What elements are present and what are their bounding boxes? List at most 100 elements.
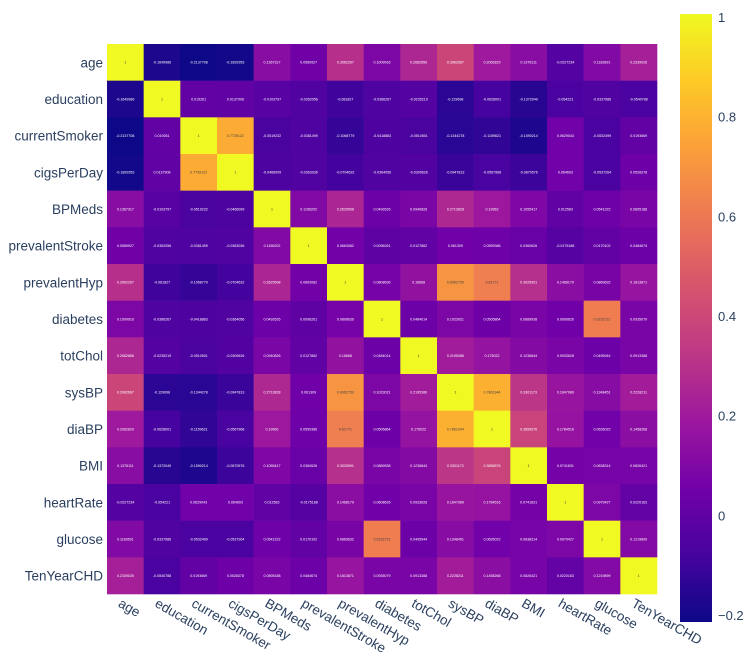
heatmap-cell[interactable] (437, 300, 474, 338)
heatmap-cell[interactable] (400, 264, 438, 301)
heatmap-cell[interactable] (620, 447, 658, 485)
heatmap-cell[interactable] (547, 447, 584, 485)
heatmap-cell[interactable] (143, 484, 181, 521)
heatmap-cell[interactable] (437, 374, 474, 411)
heatmap-cell[interactable] (143, 264, 181, 301)
heatmap-cell[interactable] (583, 44, 621, 81)
heatmap-cell[interactable] (363, 154, 401, 191)
heatmap-cell[interactable] (143, 520, 181, 558)
heatmap-cell[interactable] (217, 520, 254, 558)
heatmap-cell[interactable] (253, 484, 291, 521)
heatmap-cell[interactable] (473, 264, 511, 301)
heatmap-cell[interactable] (583, 337, 621, 375)
heatmap-cell[interactable] (473, 227, 511, 265)
heatmap-cell[interactable] (327, 80, 364, 118)
heatmap-cell[interactable] (510, 447, 548, 485)
heatmap-cell[interactable] (620, 154, 658, 191)
heatmap-cell[interactable] (327, 447, 364, 485)
heatmap-cell[interactable] (143, 190, 181, 228)
heatmap-cell[interactable] (620, 44, 658, 81)
heatmap-cell[interactable] (547, 520, 584, 558)
heatmap-cell[interactable] (363, 80, 401, 118)
heatmap-cell[interactable] (583, 117, 621, 155)
heatmap-cell[interactable] (473, 374, 511, 411)
heatmap-cell[interactable] (107, 227, 144, 265)
heatmap-cell[interactable] (143, 410, 181, 448)
heatmap-cell[interactable] (143, 154, 181, 191)
heatmap-cell[interactable] (363, 190, 401, 228)
heatmap-cell[interactable] (400, 447, 438, 485)
heatmap-cell[interactable] (400, 44, 438, 81)
heatmap-cell[interactable] (107, 520, 144, 558)
heatmap-cell[interactable] (547, 117, 584, 155)
heatmap-cell[interactable] (473, 520, 511, 558)
heatmap-cell[interactable] (327, 520, 364, 558)
heatmap-cell[interactable] (473, 484, 511, 521)
heatmap-cell[interactable] (217, 227, 254, 265)
heatmap-cell[interactable] (327, 117, 364, 155)
heatmap-cell[interactable] (180, 154, 218, 191)
heatmap-cell[interactable] (217, 190, 254, 228)
heatmap-cell[interactable] (583, 410, 621, 448)
heatmap-cell[interactable] (547, 227, 584, 265)
heatmap-cell[interactable] (363, 227, 401, 265)
heatmap-cell[interactable] (290, 520, 328, 558)
heatmap-cell[interactable] (180, 374, 218, 411)
heatmap-cell[interactable] (620, 264, 658, 301)
heatmap-cell[interactable] (583, 374, 621, 411)
heatmap-cell[interactable] (253, 154, 291, 191)
heatmap-cell[interactable] (217, 80, 254, 118)
heatmap-cell[interactable] (547, 484, 584, 521)
heatmap-cell[interactable] (510, 154, 548, 191)
heatmap-cell[interactable] (290, 337, 328, 375)
heatmap-cell[interactable] (217, 117, 254, 155)
heatmap-cell[interactable] (143, 80, 181, 118)
heatmap-cell[interactable] (547, 557, 584, 595)
heatmap-cell[interactable] (583, 484, 621, 521)
heatmap-cell[interactable] (400, 337, 438, 375)
heatmap-cell[interactable] (400, 520, 438, 558)
heatmap-cell[interactable] (400, 484, 438, 521)
heatmap-cell[interactable] (437, 410, 474, 448)
heatmap-cell[interactable] (290, 264, 328, 301)
heatmap-cell[interactable] (327, 337, 364, 375)
heatmap-cell[interactable] (547, 190, 584, 228)
heatmap-cell[interactable] (253, 190, 291, 228)
heatmap-cell[interactable] (620, 227, 658, 265)
heatmap-cell[interactable] (473, 154, 511, 191)
heatmap-cell[interactable] (327, 410, 364, 448)
heatmap-cell[interactable] (107, 300, 144, 338)
heatmap-cell[interactable] (363, 410, 401, 448)
heatmap-cell[interactable] (327, 264, 364, 301)
heatmap-cell[interactable] (547, 44, 584, 81)
heatmap-cell[interactable] (217, 557, 254, 595)
heatmap-cell[interactable] (253, 337, 291, 375)
heatmap-cell[interactable] (363, 300, 401, 338)
heatmap-cell[interactable] (400, 557, 438, 595)
heatmap-cell[interactable] (217, 484, 254, 521)
heatmap-cell[interactable] (290, 300, 328, 338)
heatmap-cell[interactable] (363, 557, 401, 595)
heatmap-cell[interactable] (437, 227, 474, 265)
heatmap-cell[interactable] (620, 374, 658, 411)
heatmap-cell[interactable] (327, 44, 364, 81)
heatmap-cell[interactable] (437, 337, 474, 375)
heatmap-cell[interactable] (180, 484, 218, 521)
heatmap-cell[interactable] (253, 300, 291, 338)
heatmap-cell[interactable] (510, 410, 548, 448)
heatmap-cell[interactable] (290, 484, 328, 521)
heatmap-cell[interactable] (473, 410, 511, 448)
heatmap-cell[interactable] (363, 264, 401, 301)
heatmap-cell[interactable] (620, 300, 658, 338)
heatmap-cell[interactable] (290, 374, 328, 411)
heatmap-cell[interactable] (143, 374, 181, 411)
heatmap-cell[interactable] (437, 484, 474, 521)
heatmap-cell[interactable] (620, 190, 658, 228)
heatmap-cell[interactable] (510, 80, 548, 118)
heatmap-cell[interactable] (180, 410, 218, 448)
heatmap-cell[interactable] (107, 264, 144, 301)
heatmap-cell[interactable] (253, 80, 291, 118)
heatmap-cell[interactable] (437, 190, 474, 228)
heatmap-cell[interactable] (547, 410, 584, 448)
heatmap-cell[interactable] (107, 447, 144, 485)
